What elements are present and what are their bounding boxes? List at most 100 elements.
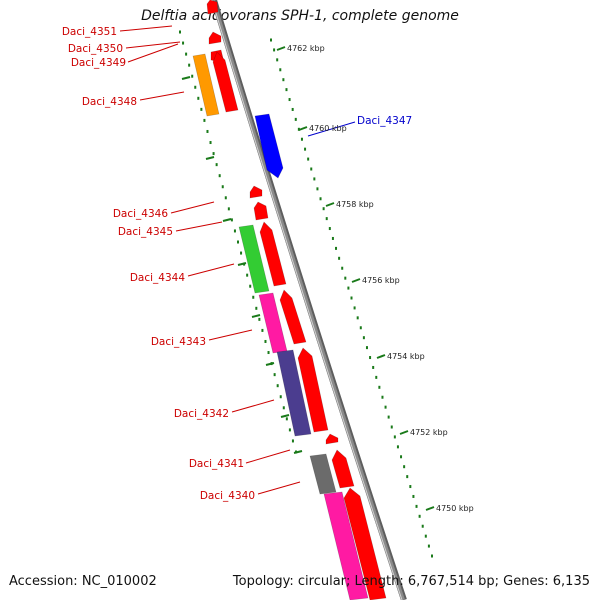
inner-tick	[188, 63, 191, 67]
inner-tick	[212, 152, 215, 156]
scale-label: 4754 kbp	[387, 352, 425, 361]
inner-tick	[185, 52, 188, 56]
scale-tick	[276, 58, 279, 62]
scale-tick	[344, 276, 347, 280]
gene-labels: Daci_4351 Daci_4350 Daci_4349 Daci_4348 Daci…	[62, 26, 412, 502]
gene-daci-4350	[208, 31, 222, 45]
minor-tick	[205, 156, 215, 160]
scale-tick	[304, 147, 307, 151]
inner-tick	[209, 141, 212, 145]
inner-tick	[261, 328, 264, 332]
major-tick	[425, 506, 435, 511]
inner-tick	[197, 96, 200, 100]
gene-label: Daci_4349	[71, 57, 126, 69]
inner-tick	[252, 295, 255, 299]
inner-tick	[264, 339, 267, 343]
inner-tick	[279, 395, 282, 399]
scale-tick	[338, 256, 341, 260]
major-tick	[325, 202, 335, 207]
scale-ticks	[179, 30, 435, 558]
gene-daci-4346	[249, 185, 263, 199]
major-tick	[298, 126, 308, 131]
gene-label: Daci_4341	[189, 458, 244, 470]
inner-tick	[267, 351, 270, 355]
inner-tick	[227, 207, 230, 211]
scale-tick	[350, 296, 353, 300]
scale-tick	[396, 445, 399, 449]
scale-tick	[288, 98, 291, 102]
scale-tick	[427, 544, 430, 548]
scale-tick	[415, 504, 418, 508]
feature-layer	[192, 0, 387, 600]
inner-tick	[194, 85, 197, 89]
scale-tick	[285, 88, 288, 92]
inner-tick	[221, 185, 224, 189]
inner-tick	[240, 251, 243, 255]
scale-tick	[406, 475, 409, 479]
scale-tick	[325, 217, 328, 221]
scale-tick	[424, 534, 427, 538]
gene-label: Daci_4345	[118, 226, 173, 238]
scale-tick	[347, 286, 350, 290]
scale-tick	[319, 197, 322, 201]
inner-tick	[255, 306, 258, 310]
scale-tick	[316, 187, 319, 191]
scale-label: 4750 kbp	[436, 504, 474, 513]
scale-tick	[279, 68, 282, 72]
scale-tick	[356, 316, 359, 320]
gene-label: Daci_4351	[62, 26, 117, 38]
minor-tick	[265, 362, 275, 366]
label-leaders	[119, 25, 356, 495]
leader-line	[175, 221, 223, 232]
minor-tick	[251, 314, 261, 318]
gene-daci-4341-gray	[309, 453, 337, 495]
inner-tick	[182, 41, 185, 45]
minor-tick	[293, 450, 303, 454]
gene-label: Daci_4348	[82, 96, 137, 108]
backbone-highlight	[211, 0, 403, 600]
gene-daci-4344	[259, 221, 287, 287]
accession-text: Accession: NC_010002	[9, 574, 157, 589]
gene-label: Daci_4342	[174, 408, 229, 420]
inner-tick	[291, 439, 294, 443]
gene-label: Daci_4346	[113, 208, 169, 220]
scale-tick	[282, 78, 285, 82]
scale-tick	[393, 435, 396, 439]
leader-line	[127, 43, 179, 63]
leader-line	[187, 263, 235, 277]
inner-tick	[233, 229, 236, 233]
leader-line	[307, 121, 356, 137]
inner-tick	[224, 196, 227, 200]
gene-label: Daci_4350	[68, 43, 123, 55]
inner-tick	[276, 384, 279, 388]
leader-line	[245, 449, 291, 464]
gene-daci-4340-pink	[323, 491, 369, 600]
gene-daci-4344-green	[238, 224, 270, 294]
scale-tick	[412, 494, 415, 498]
scale-tick	[322, 207, 325, 211]
scale-label: 4752 kbp	[410, 428, 448, 437]
scale-tick	[328, 227, 331, 231]
inner-tick	[273, 373, 276, 377]
inner-tick	[288, 428, 291, 432]
scale-tick	[353, 306, 356, 310]
gene-daci-4348-orange	[192, 53, 220, 117]
gene-daci-4341	[331, 449, 355, 489]
inner-tick	[285, 417, 288, 421]
scale-tick	[310, 167, 313, 171]
gene-daci-4342	[297, 347, 329, 433]
scale-tick	[369, 356, 372, 360]
scale-tick	[300, 137, 303, 141]
gene-daci-4351	[206, 0, 219, 15]
gene-label: Daci_4347	[357, 115, 412, 127]
major-tick	[376, 354, 386, 359]
gene-daci-4343	[279, 289, 307, 345]
gene-daci-4340	[343, 487, 387, 600]
gene-daci-4342-purple	[276, 349, 312, 437]
backbone-layer	[211, 0, 407, 600]
leader-line	[139, 91, 185, 101]
leader-line	[125, 41, 181, 49]
scale-tick	[331, 236, 334, 240]
scale-tick	[421, 524, 424, 528]
